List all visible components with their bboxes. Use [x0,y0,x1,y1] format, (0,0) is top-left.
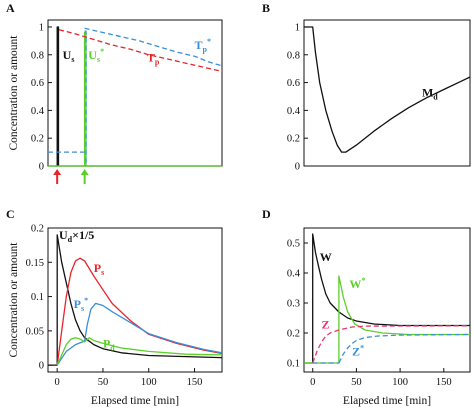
panel-c-label-pd: Pd [103,336,115,352]
panel-b-ytick-label: 0 [295,162,300,173]
panel-c-ytick-label: 0.2 [31,224,44,235]
panel-a-series-tp [84,27,223,67]
panel-b-ytick-label: 0.4 [287,106,301,117]
y-axis-label-top: Concentration or amount [8,35,20,151]
panel-a-label-us: Us* [88,47,104,64]
panel-c-series-ps [56,257,223,366]
panel-c-xtick-label: 100 [141,377,157,388]
panel-d-series-w [304,275,470,364]
panel-d-label-z: Z* [352,344,364,359]
panel-b-frame [303,19,471,167]
panel-d-series-z [312,325,471,364]
panel-letter-d: D [262,207,271,221]
panel-a-plot: 0 0.2 0.4 0.6 0.8 1 Us Us* Tp Tp* [31,22,223,184]
panel-d-ytick-label: 0.4 [287,269,301,280]
panel-a-arrow-head [80,169,89,175]
y-axis-label-bottom: Concentration or amount [8,242,20,358]
panel-b-ytick-label: 0.6 [287,78,300,89]
panel-c-label-ps: Ps [94,261,104,277]
panel-a-label-tp: Tp [147,51,160,67]
panel-c-xtick-label: 0 [55,377,60,388]
panel-b-ytick-label: 1 [295,22,300,33]
panel-a-ytick-label: 0 [39,162,44,173]
panel-c-ytick-label: 0.1 [31,292,44,303]
panel-a-ytick-label: 0.4 [31,106,45,117]
panel-c-frame [47,227,223,373]
panel-d-label-z: Z [321,318,329,332]
panel-d-series-w [304,233,470,364]
x-axis-label-right: Elapsed time [min] [343,395,431,407]
panel-c-series-pd [56,337,223,366]
panel-d-xtick-label: 150 [436,377,452,388]
panel-c-ytick-label: 0.15 [26,258,44,269]
panel-d-frame [303,227,471,373]
panel-c-series-ud-x-1-5 [48,234,223,366]
panel-a-ytick-label: 0.2 [31,134,44,145]
panel-b-ytick-label: 0.8 [287,50,300,61]
panel-d-ytick-label: 0.1 [287,359,300,370]
panel-b-label-md: Md [422,85,438,101]
panel-letter-a: A [6,1,15,15]
panel-letter-b: B [262,1,270,15]
panel-c: C 0 0.05 0.1 0.15 0.2 0 50 100 150 Ud×1/5 Ps Ps* Pd [6,207,223,388]
panel-c-plot: 0 0.05 0.1 0.15 0.2 0 50 100 150 Ud×1/5 Ps Ps* Pd [26,224,223,388]
panel-b-plot: 0 0.2 0.4 0.6 0.8 1 Md [287,22,471,173]
panel-letter-c: C [6,207,15,221]
panel-d-label-w: W* [349,276,365,291]
panel-c-label-ps: Ps* [74,296,88,313]
panel-a-ytick-label: 0.6 [31,78,44,89]
panel-a-label-us: Us [63,48,75,64]
panel-c-ytick-label: 0 [39,361,44,372]
panel-a: A 0 0.2 0.4 0.6 0.8 1 Us Us* Tp Tp* [6,1,223,184]
panel-c-label-ud-x-1-5: Ud×1/5 [59,228,94,244]
panel-d-ytick-label: 0.2 [287,329,300,340]
panel-a-label-tp: Tp* [195,37,211,54]
panel-a-ytick-label: 0.8 [31,50,44,61]
panel-d-label-w: W [320,250,332,264]
panel-d-ytick-label: 0.3 [287,299,300,310]
panel-a-series-us [48,31,222,167]
panel-c-series-ps [56,302,223,366]
panel-b-series-md [304,26,471,153]
panel-a-series-us-dashed [84,30,87,165]
panel-d-series-z [338,333,471,364]
panel-a-series-tp [58,29,223,73]
panel-b-ytick-label: 0.2 [287,134,300,145]
panel-d-xtick-label: 0 [310,377,315,388]
panel-d-xtick-label: 50 [351,377,362,388]
panel-b: B 0 0.2 0.4 0.6 0.8 1 Md [262,1,471,173]
panel-c-xtick-label: 50 [98,377,109,388]
panel-c-ytick-label: 0.05 [26,326,44,337]
panel-d-xtick-label: 100 [392,377,408,388]
panel-d-plot: 0.1 0.2 0.3 0.4 0.5 0 50 100 150 W W* Z Z* [287,233,471,388]
x-axis-label-left: Elapsed time [min] [91,395,179,407]
panel-d: D 0.1 0.2 0.3 0.4 0.5 0 50 100 150 W W* Z Z* [262,207,471,388]
panel-c-xtick-label: 150 [187,377,203,388]
panel-a-arrow-head [53,169,62,175]
panel-a-ytick-label: 1 [39,22,44,33]
panel-d-ytick-label: 0.5 [287,239,300,250]
